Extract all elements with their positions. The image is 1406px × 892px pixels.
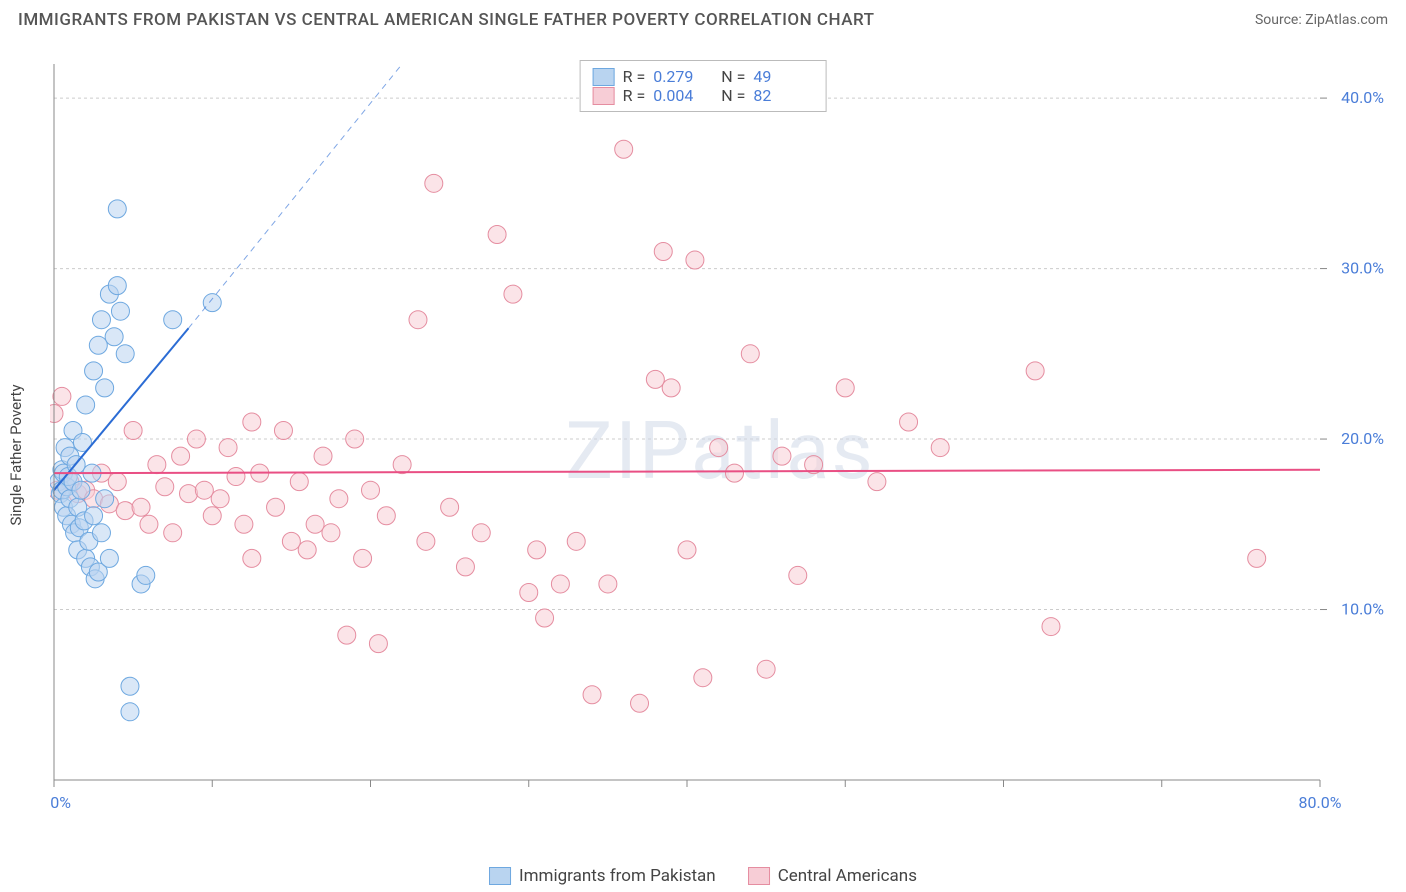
legend-label: Central Americans bbox=[778, 866, 917, 886]
r-value: 0.279 bbox=[653, 67, 713, 86]
svg-text:0.0%: 0.0% bbox=[50, 793, 71, 812]
svg-text:40.0%: 40.0% bbox=[1341, 88, 1384, 107]
series-legend: Immigrants from Pakistan Central America… bbox=[489, 866, 917, 886]
svg-text:10.0%: 10.0% bbox=[1341, 600, 1384, 619]
swatch-series-a bbox=[593, 68, 615, 86]
title-bar: IMMIGRANTS FROM PAKISTAN VS CENTRAL AMER… bbox=[0, 0, 1406, 36]
source-name: ZipAtlas.com bbox=[1305, 12, 1388, 28]
swatch-series-a bbox=[489, 867, 511, 885]
source-label: Source: bbox=[1255, 12, 1305, 28]
svg-text:80.0%: 80.0% bbox=[1299, 793, 1342, 812]
legend-row: R = 0.004 N = 82 bbox=[593, 86, 814, 105]
swatch-series-b bbox=[593, 87, 615, 105]
legend-item: Central Americans bbox=[748, 866, 917, 886]
scatter-chart: ZIPatlas0.0%80.0%10.0%20.0%30.0%40.0% bbox=[50, 60, 1390, 820]
r-value: 0.004 bbox=[653, 86, 713, 105]
legend-row: R = 0.279 N = 49 bbox=[593, 67, 814, 86]
svg-text:30.0%: 30.0% bbox=[1341, 259, 1384, 278]
source-attribution: Source: ZipAtlas.com bbox=[1255, 12, 1388, 28]
swatch-series-b bbox=[748, 867, 770, 885]
n-label: N = bbox=[721, 67, 745, 86]
n-value: 82 bbox=[753, 86, 813, 105]
legend-item: Immigrants from Pakistan bbox=[489, 866, 716, 886]
r-label: R = bbox=[623, 86, 646, 105]
n-value: 49 bbox=[753, 67, 813, 86]
legend-label: Immigrants from Pakistan bbox=[519, 866, 716, 886]
chart-title: IMMIGRANTS FROM PAKISTAN VS CENTRAL AMER… bbox=[18, 10, 874, 30]
r-label: R = bbox=[623, 67, 646, 86]
y-axis-label: Single Father Poverty bbox=[7, 384, 25, 525]
plot-area: ZIPatlas0.0%80.0%10.0%20.0%30.0%40.0% bbox=[50, 60, 1390, 820]
correlation-legend: R = 0.279 N = 49 R = 0.004 N = 82 bbox=[580, 60, 827, 112]
svg-text:20.0%: 20.0% bbox=[1341, 429, 1384, 448]
n-label: N = bbox=[721, 86, 745, 105]
